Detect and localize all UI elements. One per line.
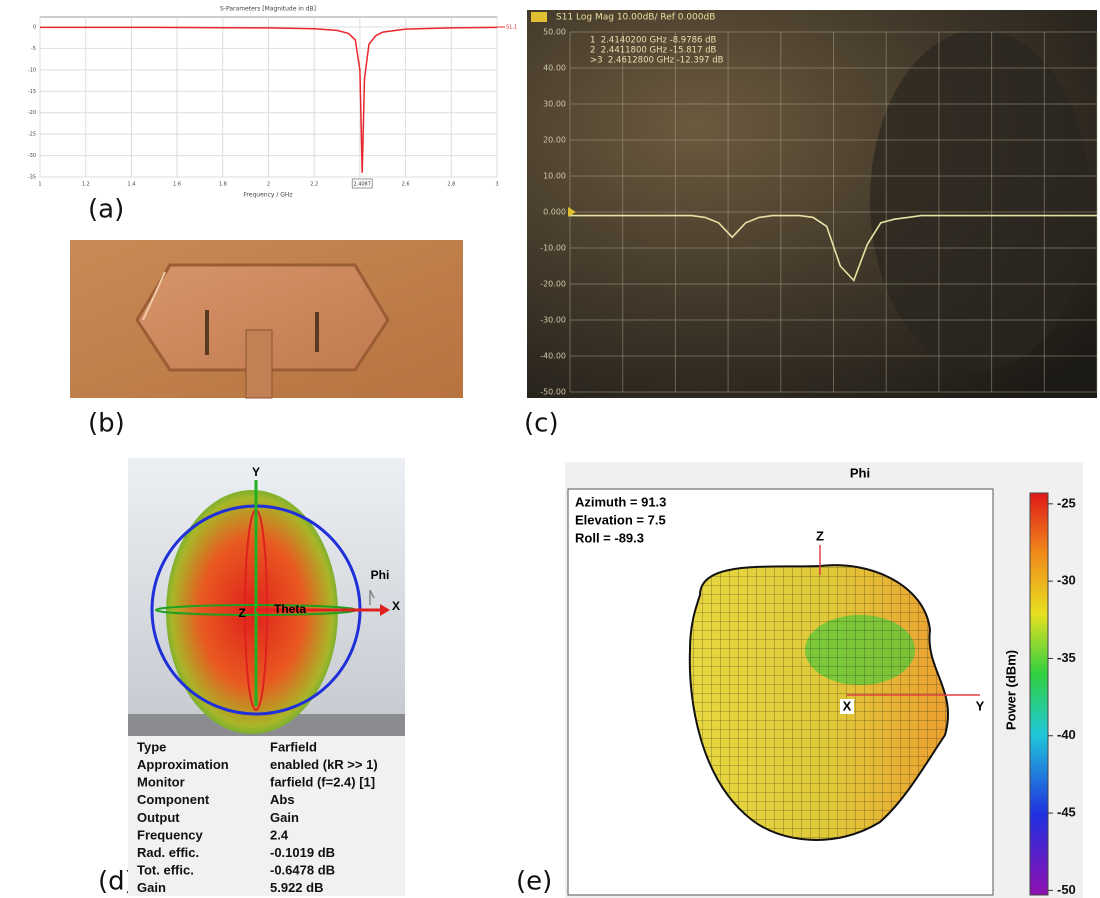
y-tick-label: 10.00: [543, 172, 566, 181]
table-value: -0.1019 dB: [270, 845, 335, 860]
x-axis-label: Frequency / GHz: [243, 192, 292, 199]
table-key: Component: [137, 792, 210, 807]
title: Phi: [850, 465, 870, 480]
axis-label: Z: [816, 528, 824, 543]
antenna-photo: [70, 240, 463, 398]
x-tick-label: 1: [38, 182, 41, 188]
table-value: Farfield: [270, 739, 317, 754]
y-tick-label: 40.00: [543, 64, 566, 73]
axis-label: X: [392, 599, 400, 613]
legend-label: S1,1: [506, 25, 517, 31]
colorbar-tick-label: -30: [1057, 573, 1076, 588]
table-key: Approximation: [137, 757, 229, 772]
colorbar-tick-label: -50: [1057, 882, 1076, 897]
x-tick-label: 1.6: [173, 182, 181, 188]
table-key: Frequency: [137, 827, 204, 842]
panel-label: (b): [88, 409, 125, 439]
panel-d: Y X Z Theta Phi Type Farfield Approximatio…: [128, 458, 405, 896]
table-value: -0.6478 dB: [270, 863, 335, 878]
y-tick-label: 0.000: [543, 208, 566, 217]
table-value: farfield (f=2.4) [1]: [270, 775, 375, 790]
marker-readout: 2 2.4411800 GHz -15.817 dB: [590, 46, 717, 56]
view-info: Elevation = 7.5: [575, 512, 666, 527]
slot: [205, 310, 209, 355]
colorbar: [1030, 493, 1048, 895]
feed-line: [246, 330, 272, 398]
slot: [315, 312, 319, 352]
y-tick-label: -50.00: [540, 388, 566, 397]
x-tick-label: 2.2: [310, 182, 318, 188]
table-value: Gain: [270, 810, 299, 825]
y-tick-label: -25: [28, 132, 36, 138]
table-key: Gain: [137, 880, 166, 895]
chart-title: S11 Log Mag 10.00dB/ Ref 0.000dB: [556, 13, 715, 23]
axis-label: Theta: [274, 602, 306, 616]
y-tick-label: -20.00: [540, 280, 566, 289]
axis-label: X: [843, 698, 852, 713]
x-tick-label: 2.6: [402, 182, 410, 188]
y-tick-label: -20: [28, 110, 36, 116]
colorbar-tick-label: -25: [1057, 495, 1076, 510]
x-tick-label: 1.2: [82, 182, 90, 188]
marker-readout: >3 2.4612800 GHz -12.397 dB: [590, 56, 724, 66]
x-tick-label: 1.4: [127, 182, 135, 188]
y-tick-label: 30.00: [543, 100, 566, 109]
colorbar-tick-label: -35: [1057, 650, 1076, 665]
panel-label: (e): [516, 867, 552, 897]
y-tick-label: -10.00: [540, 244, 566, 253]
x-tick-label: 3: [495, 182, 498, 188]
y-tick-label: -35: [28, 175, 36, 181]
view-info: Azimuth = 91.3: [575, 494, 666, 509]
view-info: Roll = -89.3: [575, 530, 644, 545]
table-key: Rad. effic.: [137, 845, 199, 860]
y-tick-label: -15: [28, 89, 36, 95]
panel-e: Phi Z X Y Azimuth = 91.3 Elevation = 7.5…: [565, 462, 1083, 898]
table-value: enabled (kR >> 1): [270, 757, 378, 772]
axis-label: Y: [976, 698, 985, 713]
y-tick-label: 50.00: [543, 28, 566, 37]
table-value: Abs: [270, 792, 295, 807]
x-tick-label: 2.8: [447, 182, 455, 188]
trace-tag: [531, 12, 547, 22]
table-key: Tot. effic.: [137, 863, 194, 878]
y-tick-label: -5: [31, 46, 36, 52]
table-value: 5.922 dB: [270, 880, 323, 895]
marker-readout: 1 2.4140200 GHz -8.9786 dB: [590, 36, 717, 46]
colorbar-tick-label: -40: [1057, 727, 1076, 742]
colorbar-tick-label: -45: [1057, 804, 1076, 819]
y-tick-label: -10: [28, 67, 36, 73]
y-tick-label: 20.00: [543, 136, 566, 145]
chart-title: S-Parameters [Magnitude in dB]: [220, 6, 316, 13]
y-tick-label: -30.00: [540, 316, 566, 325]
axis-label: Z: [238, 606, 245, 620]
panel-a: S-Parameters [Magnitude in dB] Frequency…: [28, 6, 517, 199]
table-value: 2.4: [270, 827, 289, 842]
x-tick-label: 1.8: [219, 182, 227, 188]
table-key: Output: [137, 810, 180, 825]
axis-label: Phi: [371, 568, 390, 582]
colorbar-label: Power (dBm): [1003, 650, 1018, 730]
y-tick-label: -30: [28, 153, 36, 159]
figure: (a) (b) (c) (d) (e) S-Parameters [Magnit…: [0, 0, 1100, 898]
y-tick-label: -40.00: [540, 352, 566, 361]
table-key: Monitor: [137, 775, 185, 790]
reflection: [870, 30, 1090, 370]
axis-label: Y: [252, 465, 260, 479]
y-tick-label: 0: [33, 25, 36, 31]
table-key: Type: [137, 739, 166, 754]
x-tick-label: 2: [267, 182, 270, 188]
panel-label: (c): [524, 409, 559, 439]
marker-label: 2.4087: [353, 182, 371, 188]
panel-label: (a): [88, 195, 124, 225]
